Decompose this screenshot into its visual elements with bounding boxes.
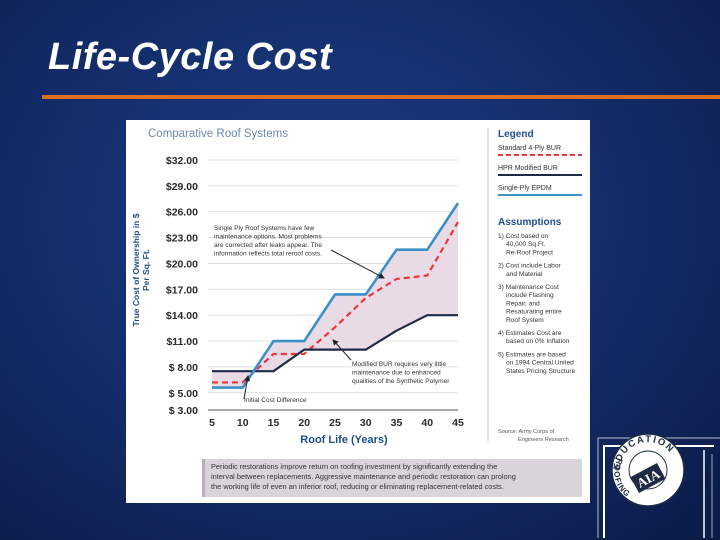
- chart-axes: $32.00 $29.00 $26.00 $23.00 $20.00 $17.00 $14.…: [166, 155, 464, 429]
- assumption-text: Repair, and: [506, 300, 540, 307]
- assumption-text: and Material: [506, 271, 543, 278]
- x-tick-label: 20: [298, 417, 310, 429]
- slide-title: Life-Cycle Cost: [48, 36, 333, 78]
- annotation-text: Single Ply Roof Systems have few: [214, 225, 315, 232]
- source-note: Source: Army Corps of Engineers Research: [498, 429, 569, 443]
- legend: Standard 4-Ply BUR HPR Modified BUR Single…: [498, 145, 582, 196]
- y-tick-label: $ 3.00: [169, 405, 198, 417]
- assumption-text: 40,000 Sq.Ft.: [506, 241, 546, 248]
- source-text: Engineers Research: [518, 437, 569, 443]
- annotation-arrow: [243, 375, 251, 400]
- logo-frame: [597, 437, 720, 538]
- y-tick-label: $23.00: [166, 233, 198, 245]
- logo-seal-inner: [628, 450, 668, 490]
- source-text: Source: Army Corps of: [498, 429, 555, 435]
- y-tick-label: $ 8.00: [169, 362, 198, 374]
- y-tick-label: $ 5.00: [169, 388, 198, 400]
- assumption-text: based on 0% Inflation: [506, 338, 570, 345]
- x-tick-label: 10: [237, 417, 249, 429]
- y-tick-label: $26.00: [166, 207, 198, 219]
- logo-frame: [603, 445, 714, 538]
- chart-annotations: Single Ply Roof Systems have few maintena…: [214, 225, 450, 404]
- assumption-text: include Flashing: [506, 292, 554, 299]
- logo-mark: [630, 463, 666, 493]
- assumptions-heading: Assumptions: [498, 217, 562, 228]
- x-tick-label: 30: [360, 417, 372, 429]
- series-single-ply-epdm-line: [212, 202, 460, 389]
- chart-panel: Comparative Roof Systems True Cost of Ow…: [126, 120, 590, 503]
- annotation-text: information reflects total reroof costs.: [214, 251, 322, 258]
- legend-label: Single-Ply EPDM: [498, 185, 552, 192]
- annotation-text: maintenance due to enhanced: [352, 370, 441, 377]
- y-tick-label: $17.00: [166, 284, 198, 296]
- annotation-arrow: [330, 249, 385, 279]
- caption-line: Periodic restorations improve return on …: [211, 462, 498, 471]
- x-tick-label: 25: [329, 417, 341, 429]
- roofing-education-logo: EDUCATION ROOFING AIA: [597, 433, 720, 538]
- legend-label: HPR Modified BUR: [498, 165, 558, 172]
- assumption-text: 3) Maintenance Cost: [498, 284, 559, 291]
- assumption-text: Roof System: [506, 317, 544, 324]
- x-tick-label: 40: [421, 417, 433, 429]
- annotation-text: maintenance options. Most problems: [214, 234, 322, 241]
- assumption-text: on 1994 Central United: [506, 360, 574, 367]
- legend-heading: Legend: [498, 129, 534, 140]
- y-tick-label: $14.00: [166, 310, 198, 322]
- y-tick-label: $32.00: [166, 155, 198, 167]
- chart-caption: Periodic restorations improve return on …: [202, 459, 582, 497]
- x-tick-label: 35: [391, 417, 403, 429]
- plot-area: [212, 202, 460, 389]
- y-axis-label: True Cost of Ownership in $ Per Sq. Ft.: [131, 213, 151, 326]
- assumption-text: Resaturating entire: [506, 309, 562, 316]
- y-tick-label: $20.00: [166, 258, 198, 270]
- x-tick-label: 5: [209, 417, 215, 429]
- assumption-text: 5) Estimates are based: [498, 351, 566, 358]
- annotation-text: Modified BUR requires very little: [352, 361, 447, 368]
- assumption-text: 2) Cost include Labor: [498, 263, 561, 270]
- title-divider: [42, 95, 720, 99]
- caption-line: the working life of even an inferior roo…: [211, 482, 504, 491]
- annotation-text: qualities of the Synthetic Polymer: [352, 378, 450, 385]
- caption-line: interval between replacements. Aggressiv…: [211, 472, 516, 481]
- x-tick-label: 45: [452, 417, 464, 429]
- assumption-text: 1) Cost based on: [498, 233, 549, 240]
- comparative-roof-chart: Comparative Roof Systems True Cost of Ow…: [131, 128, 582, 446]
- annotation-arrow: [332, 339, 352, 361]
- y-axis-label-line: True Cost of Ownership in $: [131, 213, 141, 326]
- assumption-text: States Pricing Structure: [506, 368, 576, 375]
- assumption-text: 4) Estimates Cost are: [498, 330, 562, 337]
- x-axis-label: Roof Life (Years): [300, 434, 388, 446]
- annotation-text: Initial Cost Difference: [244, 397, 307, 404]
- legend-label: Standard 4-Ply BUR: [498, 145, 561, 152]
- x-tick-label: 15: [268, 417, 280, 429]
- annotation-text: are corrected after leaks appear. The: [214, 242, 322, 249]
- y-tick-label: $11.00: [166, 336, 198, 348]
- y-tick-label: $29.00: [166, 181, 198, 193]
- chart-title: Comparative Roof Systems: [148, 128, 288, 140]
- assumption-text: Re-Roof Project: [506, 249, 553, 256]
- y-axis-label-line: Per Sq. Ft.: [141, 249, 151, 291]
